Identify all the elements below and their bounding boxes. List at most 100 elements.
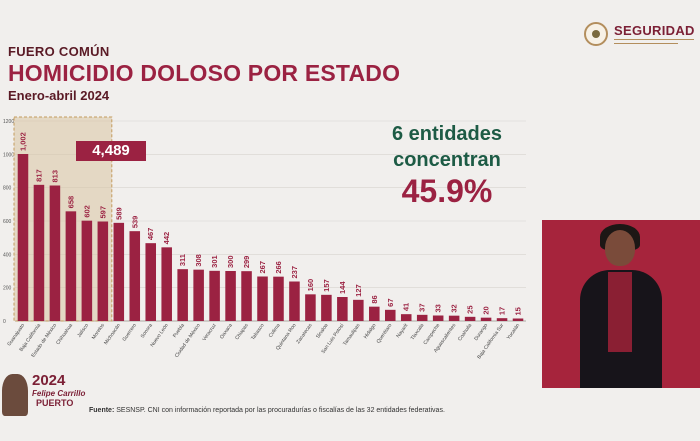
bar bbox=[512, 318, 524, 321]
bar bbox=[65, 211, 77, 321]
category-label: Michoacán bbox=[103, 323, 122, 346]
bar bbox=[17, 154, 29, 321]
bar bbox=[432, 315, 444, 321]
bar bbox=[448, 315, 460, 321]
bar bbox=[353, 299, 364, 321]
source-label: Fuente: bbox=[89, 407, 115, 414]
bar bbox=[193, 269, 204, 321]
bar bbox=[97, 221, 109, 321]
bar-value-label: 144 bbox=[338, 281, 347, 294]
bar-value-label: 597 bbox=[98, 206, 107, 219]
bar bbox=[209, 270, 220, 321]
category-label: Oaxaca bbox=[219, 323, 234, 341]
national-seal-icon bbox=[584, 22, 608, 46]
bar bbox=[145, 243, 157, 321]
bar-value-label: 237 bbox=[290, 266, 299, 279]
bar-value-label: 602 bbox=[82, 205, 91, 218]
category-label: FUERO COMÚN bbox=[8, 44, 110, 59]
felipe-carrillo-puerto-logo: 2024 Felipe Carrillo PUERTO bbox=[0, 370, 86, 420]
bar-value-label: 308 bbox=[194, 254, 203, 267]
annotation-line-1: 6 entidades bbox=[391, 123, 503, 145]
bar bbox=[161, 247, 172, 321]
source-note: Fuente: SESNSP. CNI con información repo… bbox=[89, 407, 445, 414]
bar-value-label: 813 bbox=[50, 170, 59, 183]
category-label: Querétaro bbox=[376, 323, 394, 345]
highlight-total-badge: 4,489 bbox=[76, 141, 146, 161]
logo-name: Felipe Carrillo bbox=[32, 389, 86, 398]
category-label: Chiapas bbox=[234, 322, 250, 341]
bar-value-label: 41 bbox=[402, 303, 411, 311]
interpreter-face bbox=[605, 230, 635, 266]
seguridad-logo: SEGURIDAD bbox=[584, 22, 700, 52]
bar bbox=[400, 314, 412, 321]
bar bbox=[305, 294, 316, 321]
bar-value-label: 1,002 bbox=[18, 132, 27, 151]
bar bbox=[225, 271, 236, 321]
category-label: Chihuahua bbox=[55, 323, 74, 346]
bar bbox=[416, 314, 428, 321]
source-text: SESNSP. CNI con información reportada po… bbox=[116, 407, 445, 414]
bar bbox=[49, 185, 61, 321]
logo-text: SEGURIDAD bbox=[614, 23, 695, 38]
bar-value-label: 160 bbox=[306, 279, 315, 292]
bar-value-label: 442 bbox=[162, 232, 171, 245]
bar-value-label: 37 bbox=[418, 303, 427, 311]
bar-value-label: 20 bbox=[482, 306, 491, 314]
portrait-icon bbox=[2, 374, 28, 416]
bar bbox=[384, 309, 396, 321]
y-tick-label: 0 bbox=[3, 319, 6, 325]
period-label: Enero-abril 2024 bbox=[8, 88, 110, 103]
y-tick-label: 200 bbox=[3, 286, 12, 292]
bar bbox=[177, 269, 188, 321]
logo-subtitle-lines bbox=[614, 39, 694, 48]
category-label: Guerrero bbox=[122, 323, 139, 343]
category-label: Hidalgo bbox=[363, 323, 378, 341]
bar-value-label: 267 bbox=[258, 261, 267, 274]
category-label: Durango bbox=[473, 323, 489, 342]
bar-value-label: 311 bbox=[178, 254, 187, 266]
bar bbox=[81, 220, 93, 321]
category-label: Coahuila bbox=[457, 323, 473, 343]
bar-value-label: 15 bbox=[514, 307, 523, 315]
bar-value-label: 266 bbox=[274, 261, 283, 274]
bar-value-label: 17 bbox=[498, 307, 507, 315]
y-tick-label: 600 bbox=[3, 219, 12, 225]
bar-value-label: 658 bbox=[66, 196, 75, 209]
category-label: Sinaloa bbox=[315, 323, 330, 340]
bar-value-label: 86 bbox=[370, 295, 379, 303]
logo-year: 2024 bbox=[32, 372, 66, 389]
bar bbox=[369, 306, 380, 321]
bar-value-label: 301 bbox=[210, 255, 219, 268]
bar-value-label: 817 bbox=[34, 169, 43, 182]
y-tick-label: 800 bbox=[3, 186, 12, 192]
sign-language-interpreter bbox=[542, 220, 700, 388]
bar bbox=[33, 184, 45, 321]
bar-value-label: 25 bbox=[466, 305, 475, 313]
logo-place: PUERTO bbox=[36, 398, 74, 408]
bar bbox=[496, 318, 508, 321]
bar-value-label: 32 bbox=[450, 304, 459, 312]
bar-value-label: 33 bbox=[434, 304, 443, 312]
y-tick-label: 1000 bbox=[3, 152, 14, 158]
bar-value-label: 157 bbox=[322, 279, 331, 292]
bar bbox=[480, 317, 492, 321]
y-tick-label: 1200 bbox=[3, 119, 14, 125]
bar bbox=[337, 297, 348, 321]
category-label: Veracruz bbox=[202, 322, 219, 342]
category-label: Puebla bbox=[172, 323, 186, 339]
category-label: Sonora bbox=[140, 323, 154, 340]
bar bbox=[464, 316, 476, 321]
bar-value-label: 589 bbox=[114, 207, 123, 220]
page-title: HOMICIDIO DOLOSO POR ESTADO bbox=[8, 60, 401, 86]
bar bbox=[113, 222, 125, 321]
category-label: Colima bbox=[268, 323, 282, 339]
annotation-percent: 45.9% bbox=[401, 173, 493, 209]
bar bbox=[129, 231, 141, 321]
bar bbox=[321, 294, 332, 321]
bar-value-label: 539 bbox=[130, 216, 139, 229]
category-label: Morelos bbox=[91, 322, 106, 340]
y-tick-label: 400 bbox=[3, 252, 12, 258]
category-label: Jalisco bbox=[76, 323, 90, 339]
